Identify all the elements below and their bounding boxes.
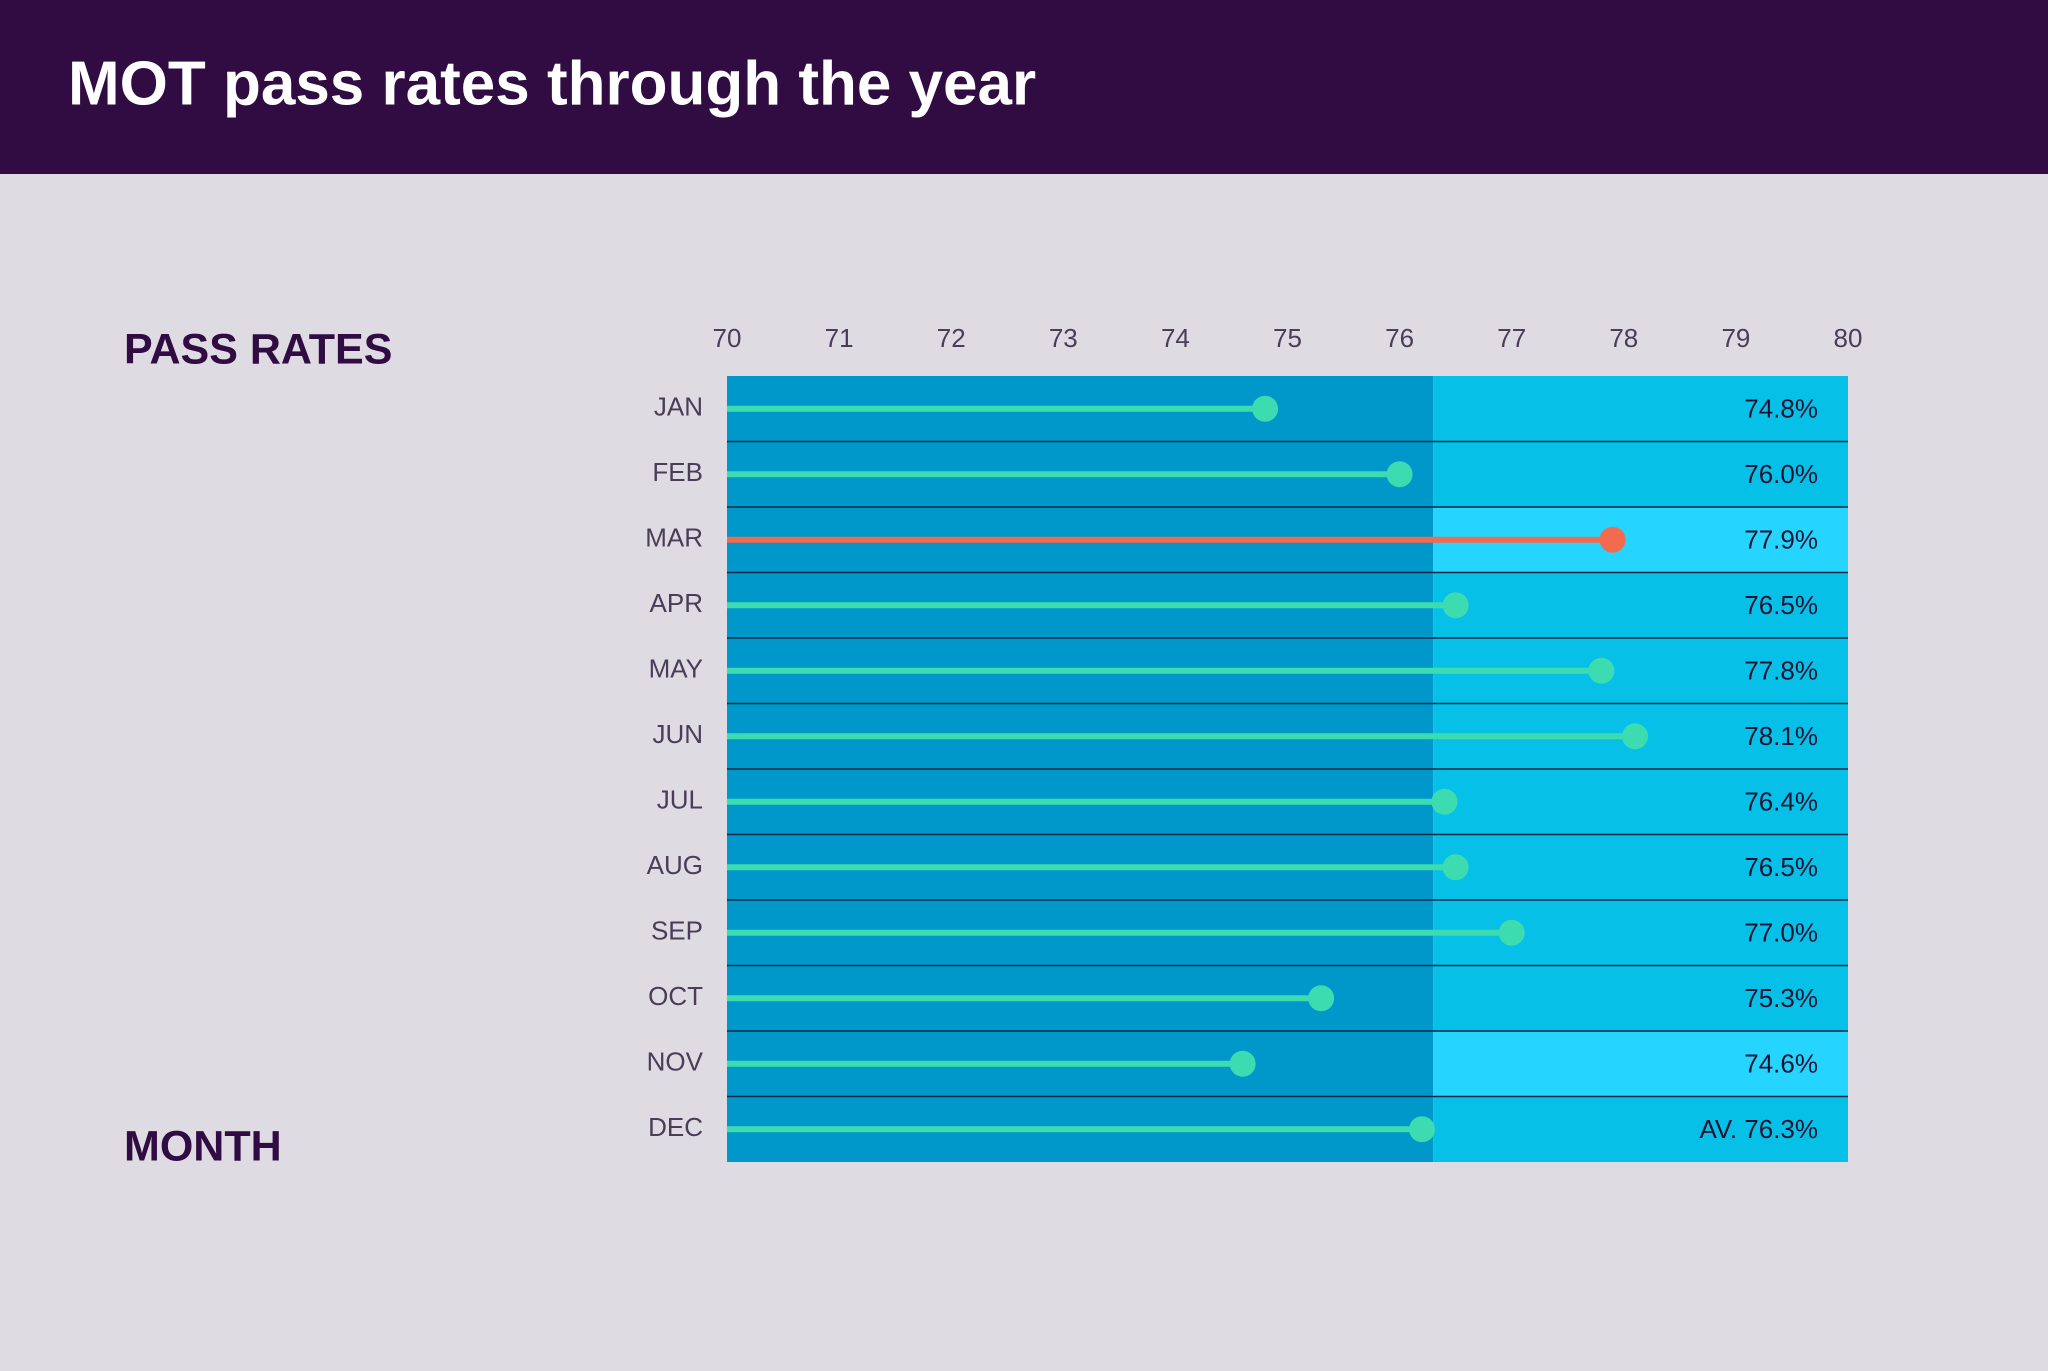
- above-average-band: [1433, 769, 1848, 835]
- lollipop-dot: [1442, 854, 1469, 881]
- value-label: 75.3%: [1744, 983, 1818, 1013]
- y-tick-label: NOV: [647, 1047, 704, 1077]
- value-label: 76.0%: [1744, 459, 1818, 489]
- x-tick-label: 70: [713, 323, 742, 353]
- y-tick-label: JUL: [657, 785, 703, 815]
- y-tick-label: JUN: [652, 719, 703, 749]
- y-tick-label: APR: [650, 588, 703, 618]
- value-label: 74.6%: [1744, 1049, 1818, 1079]
- y-tick-label: JAN: [654, 392, 703, 422]
- above-average-band: [1433, 441, 1848, 507]
- y-tick-label: AUG: [647, 850, 703, 880]
- lollipop-dot: [1308, 985, 1335, 1012]
- y-tick-label: MAY: [649, 654, 703, 684]
- x-tick-label: 72: [937, 323, 966, 353]
- value-label: 77.0%: [1744, 918, 1818, 948]
- value-label: 78.1%: [1744, 721, 1818, 751]
- lollipop-dot: [1409, 1116, 1436, 1143]
- y-tick-label: MAR: [645, 523, 703, 553]
- value-label: 74.8%: [1744, 394, 1818, 424]
- value-label: 76.4%: [1744, 787, 1818, 817]
- y-tick-label: OCT: [648, 981, 703, 1011]
- average-label: AV. 76.3%: [1699, 1114, 1818, 1144]
- y-tick-label: DEC: [648, 1112, 703, 1142]
- x-tick-label: 74: [1161, 323, 1190, 353]
- value-label: 76.5%: [1744, 852, 1818, 882]
- header: [0, 0, 2048, 174]
- value-label: 77.8%: [1744, 656, 1818, 686]
- x-axis-label: PASS RATES: [124, 325, 392, 373]
- y-tick-label: FEB: [652, 457, 703, 487]
- x-tick-label: 71: [825, 323, 854, 353]
- x-tick-label: 77: [1497, 323, 1526, 353]
- x-tick-label: 75: [1273, 323, 1302, 353]
- value-label: 77.9%: [1744, 525, 1818, 555]
- lollipop-dot: [1588, 657, 1615, 684]
- above-average-band: [1433, 1031, 1848, 1097]
- lollipop-dot: [1229, 1050, 1256, 1077]
- lollipop-dot: [1622, 723, 1649, 750]
- x-tick-label: 78: [1609, 323, 1638, 353]
- above-average-band: [1433, 572, 1848, 638]
- x-tick-label: 80: [1834, 323, 1863, 353]
- y-axis-label: MONTH: [124, 1122, 282, 1170]
- lollipop-dot: [1442, 592, 1469, 619]
- lollipop-dot: [1386, 461, 1413, 488]
- y-tick-label: SEP: [651, 916, 703, 946]
- x-tick-label: 76: [1385, 323, 1414, 353]
- lollipop-dot: [1498, 919, 1525, 946]
- lollipop-dot: [1431, 788, 1458, 815]
- x-tick-label: 73: [1049, 323, 1078, 353]
- x-tick-label: 79: [1721, 323, 1750, 353]
- above-average-band: [1433, 376, 1848, 442]
- above-average-band: [1433, 965, 1848, 1031]
- lollipop-dot: [1599, 526, 1626, 553]
- above-average-band: [1433, 1096, 1848, 1162]
- chart-title: MOT pass rates through the year: [68, 49, 1036, 118]
- above-average-band: [1433, 834, 1848, 900]
- lollipop-dot: [1252, 395, 1279, 422]
- value-label: 76.5%: [1744, 590, 1818, 620]
